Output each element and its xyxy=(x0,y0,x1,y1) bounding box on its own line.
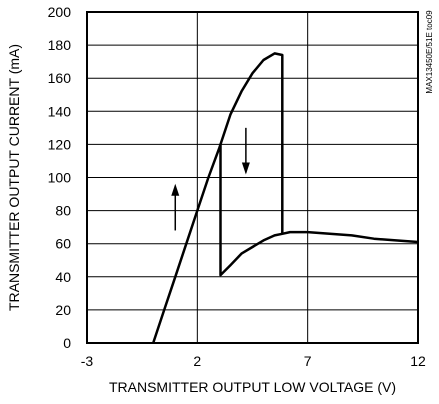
x-tick-label: -3 xyxy=(81,353,94,369)
y-tick-label: 40 xyxy=(55,269,71,285)
series-line xyxy=(219,52,284,234)
x-axis-label: TRANSMITTER OUTPUT LOW VOLTAGE (V) xyxy=(109,379,396,395)
arrow-head xyxy=(171,183,180,196)
figure-code-label: MAX13450E/51E toc09 xyxy=(425,10,434,94)
data-curves xyxy=(152,52,419,344)
x-tick-label: 2 xyxy=(193,353,201,369)
y-tick-label: 20 xyxy=(55,302,71,318)
x-tick-labels: -3 2 7 12 xyxy=(81,353,426,369)
x-tick-label: 12 xyxy=(410,353,426,369)
y-tick-label: 160 xyxy=(48,70,72,86)
grid-lines xyxy=(87,12,418,343)
y-tick-label: 120 xyxy=(48,136,72,152)
y-axis-label: TRANSMITTER OUTPUT CURRENT (mA) xyxy=(6,44,22,311)
arrow-head xyxy=(241,162,250,175)
y-tick-label: 100 xyxy=(48,170,72,186)
y-tick-label: 140 xyxy=(48,103,72,119)
y-tick-label: 80 xyxy=(55,203,71,219)
x-tick-label: 7 xyxy=(304,353,312,369)
y-tick-label: 180 xyxy=(48,37,72,53)
y-tick-labels: 0 20 40 60 80 100 120 140 160 180 200 xyxy=(48,4,72,351)
y-tick-label: 200 xyxy=(48,4,72,20)
y-tick-label: 0 xyxy=(63,335,71,351)
y-tick-label: 60 xyxy=(55,236,71,252)
series-line xyxy=(152,143,419,344)
plot-frame xyxy=(86,11,419,344)
direction-arrows xyxy=(171,127,250,231)
